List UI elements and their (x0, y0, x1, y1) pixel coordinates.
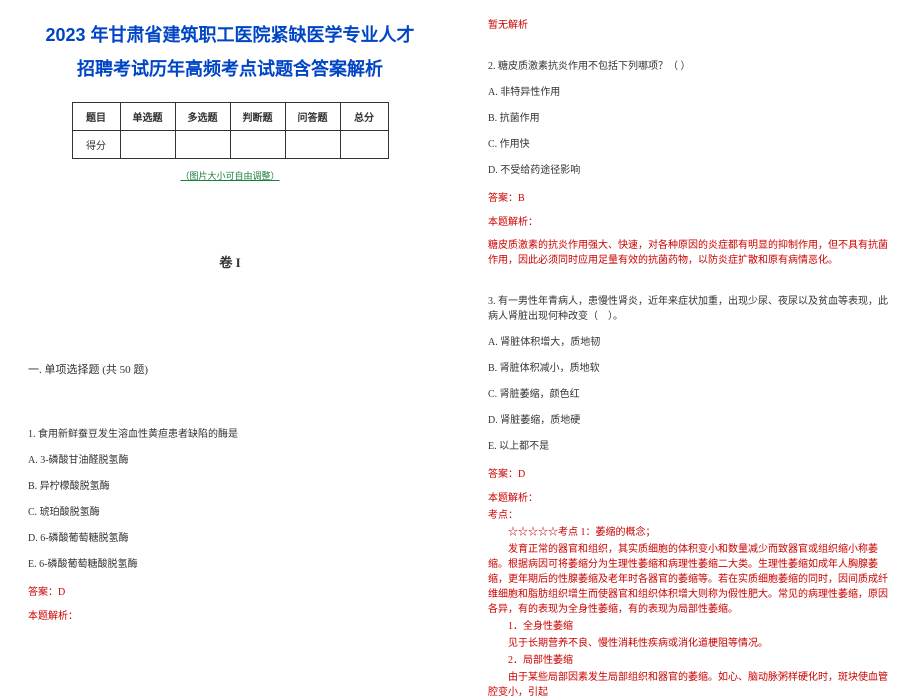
th-2: 多选题 (175, 103, 230, 131)
q2-answer: 答案：B (488, 189, 892, 204)
q1-opt-d: D. 6-磷酸葡萄糖脱氢酶 (28, 531, 432, 546)
q3-s1-text: 见于长期营养不良、慢性消耗性疾病或消化道梗阻等情况。 (488, 636, 892, 651)
q1-opt-e: E. 6-磷酸葡萄糖酸脱氢酶 (28, 557, 432, 572)
th-3: 判断题 (230, 103, 285, 131)
score-table: 题目 单选题 多选题 判断题 问答题 总分 得分 (72, 102, 389, 159)
table-score-row: 得分 (72, 131, 388, 159)
q2-opt-c: C. 作用快 (488, 137, 892, 152)
no-analysis: 暂无解析 (488, 18, 892, 33)
title-line-2: 招聘考试历年高频考点试题含答案解析 (28, 52, 432, 86)
th-4: 问答题 (285, 103, 340, 131)
q2-analysis-label: 本题解析： (488, 215, 892, 230)
q2-opt-d: D. 不受给药途径影响 (488, 163, 892, 178)
row-label: 得分 (72, 131, 120, 159)
title-line-1: 2023 年甘肃省建筑职工医院紧缺医学专业人才 (28, 18, 432, 52)
th-1: 单选题 (120, 103, 175, 131)
q3-opt-c: C. 肾脏萎缩，颜色红 (488, 387, 892, 402)
image-size-note: （图片大小可自由调整） (28, 169, 432, 182)
q2-stem: 2. 糖皮质激素抗炎作用不包括下列哪项？（ ） (488, 59, 892, 74)
cell-empty (230, 131, 285, 159)
cell-empty (340, 131, 388, 159)
th-0: 题目 (72, 103, 120, 131)
q1-stem: 1. 食用新鲜蚕豆发生溶血性黄疸患者缺陷的酶是 (28, 427, 432, 442)
q1-answer: 答案：D (28, 583, 432, 598)
q2-analysis: 糖皮质激素的抗炎作用强大、快速，对各种原因的炎症都有明显的抑制作用，但不具有抗菌… (488, 238, 892, 268)
th-5: 总分 (340, 103, 388, 131)
q3-stem: 3. 有一男性年青病人，患慢性肾炎，近年来症状加重，出现少尿、夜尿以及贫血等表现… (488, 294, 892, 324)
document-title: 2023 年甘肃省建筑职工医院紧缺医学专业人才 招聘考试历年高频考点试题含答案解… (28, 18, 432, 86)
right-column: 暂无解析 2. 糖皮质激素抗炎作用不包括下列哪项？（ ） A. 非特异性作用 B… (460, 0, 920, 651)
q1-opt-a: A. 3-磷酸甘油醛脱氢酶 (28, 453, 432, 468)
q2-opt-b: B. 抗菌作用 (488, 111, 892, 126)
cell-empty (285, 131, 340, 159)
q2-opt-a: A. 非特异性作用 (488, 85, 892, 100)
section-heading: 一. 单项选择题 (共 50 题) (28, 361, 432, 377)
q3-s2: 2．局部性萎缩 (488, 653, 892, 668)
q3-opt-e: E. 以上都不是 (488, 439, 892, 454)
cell-empty (120, 131, 175, 159)
q3-analysis-label: 本题解析： (488, 491, 892, 506)
q1-opt-b: B. 异柠檬酸脱氢酶 (28, 479, 432, 494)
q3-opt-d: D. 肾脏萎缩，质地硬 (488, 413, 892, 428)
q3-answer: 答案：D (488, 465, 892, 480)
q3-kp1: ☆☆☆☆☆考点 1：萎缩的概念； (488, 525, 892, 540)
q3-p1: 发育正常的器官和组织，其实质细胞的体积变小和数量减少而致器官或组织缩小称萎缩。根… (488, 542, 892, 617)
q3-opt-b: B. 肾脏体积减小，质地软 (488, 361, 892, 376)
q3-opt-a: A. 肾脏体积增大，质地韧 (488, 335, 892, 350)
table-header-row: 题目 单选题 多选题 判断题 问答题 总分 (72, 103, 388, 131)
q3-kp-label: 考点： (488, 508, 892, 523)
q1-opt-c: C. 琥珀酸脱氢酶 (28, 505, 432, 520)
left-column: 2023 年甘肃省建筑职工医院紧缺医学专业人才 招聘考试历年高频考点试题含答案解… (0, 0, 460, 651)
cell-empty (175, 131, 230, 159)
q3-s2-text: 由于某些局部因素发生局部组织和器官的萎缩。如心、脑动脉粥样硬化时，斑块使血管腔变… (488, 670, 892, 700)
q3-s1: 1．全身性萎缩 (488, 619, 892, 634)
volume-label: 卷 I (28, 252, 432, 271)
q1-analysis-label: 本题解析： (28, 609, 432, 624)
